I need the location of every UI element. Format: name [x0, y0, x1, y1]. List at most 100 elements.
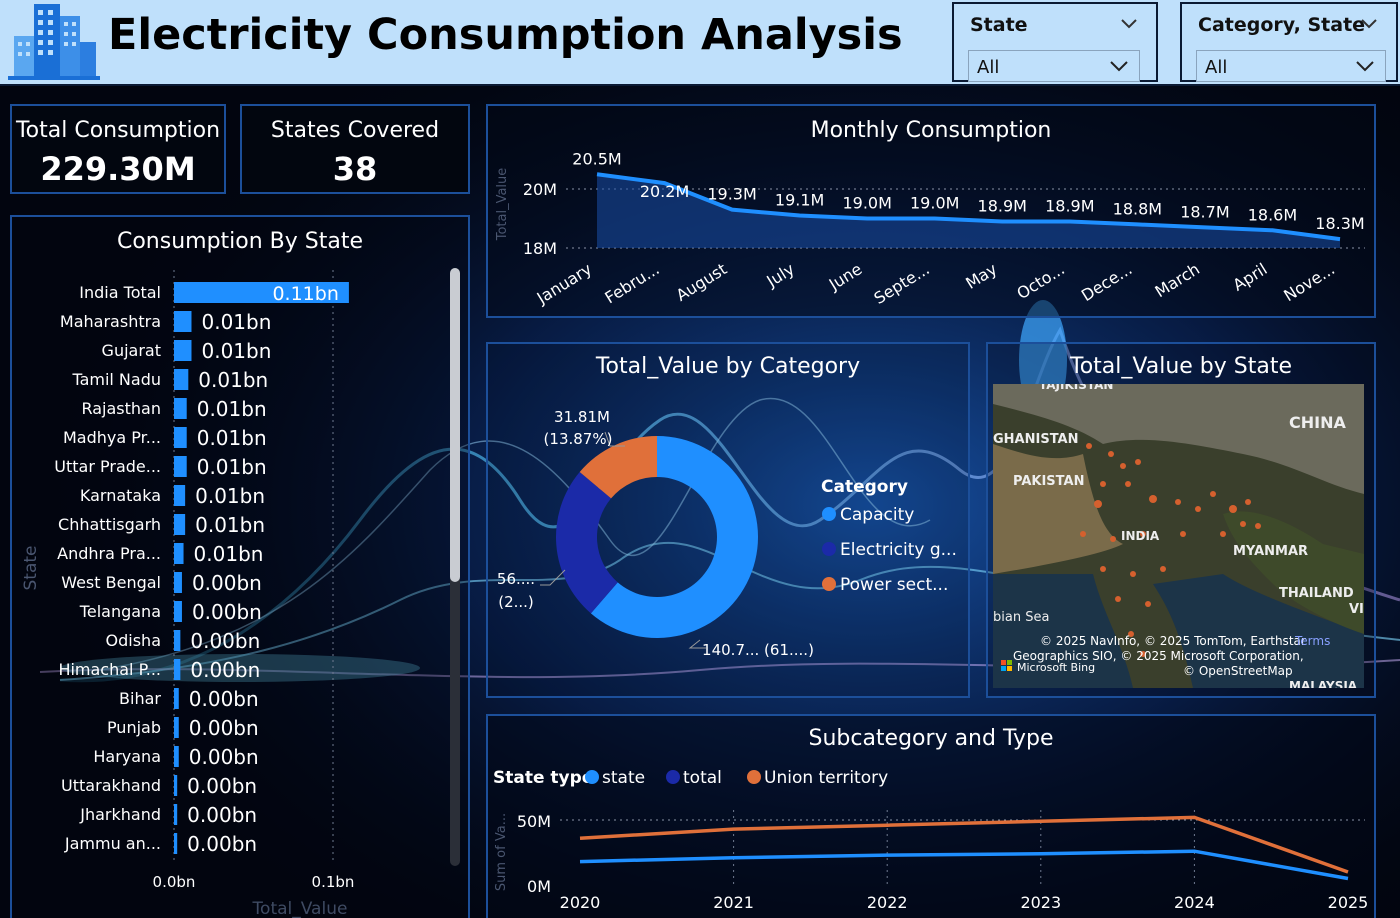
data-label: 0.00bn [192, 571, 262, 595]
category-label: Chhattisgarh [58, 515, 161, 534]
bar[interactable] [174, 311, 192, 332]
pie-slice[interactable] [556, 471, 618, 614]
bar[interactable] [174, 804, 178, 825]
category-label: Punjab [107, 718, 161, 737]
category-state-dropdown[interactable]: All [1196, 50, 1386, 82]
legend-label[interactable]: Power sect... [840, 575, 948, 595]
himalaya-terrain [993, 384, 1364, 494]
pie-slice[interactable] [579, 436, 657, 499]
bar[interactable] [174, 456, 187, 477]
y-axis-label: Total_Value [495, 168, 510, 242]
bar[interactable] [174, 572, 182, 593]
map-terms-link[interactable]: Terms [1294, 634, 1330, 648]
bar[interactable] [174, 601, 182, 622]
legend-label[interactable]: state [602, 768, 645, 788]
panel-title: Total_Value by State [1070, 354, 1292, 379]
data-label: 0.01bn [201, 310, 271, 334]
data-label: 19.1M [775, 191, 824, 210]
subcategory-type-panel[interactable]: Subcategory and Type [486, 714, 1376, 918]
bar[interactable] [174, 746, 179, 767]
bing-label: Microsoft Bing [1017, 661, 1095, 674]
bar[interactable] [174, 369, 189, 390]
series-line[interactable] [579, 849, 1349, 881]
data-label: (2...) [498, 593, 534, 611]
category-label: Uttar Prade... [54, 457, 161, 476]
data-label: 0.00bn [190, 658, 260, 682]
legend-label[interactable]: total [683, 768, 722, 788]
data-label: 0.11bn [272, 283, 338, 305]
legend-marker [666, 770, 680, 784]
data-label: 0.01bn [197, 455, 267, 479]
kpi-total-consumption: Total Consumption 229.30M [10, 104, 226, 194]
category-label: Jammu an... [64, 834, 161, 853]
kpi-value: 38 [332, 150, 378, 188]
category-label: Bihar [119, 689, 161, 708]
data-label: 56.... [497, 570, 535, 588]
bar[interactable] [174, 485, 186, 506]
bar[interactable] [174, 688, 179, 709]
legend-label[interactable]: Capacity [840, 505, 914, 525]
map-attribution: © 2025 NavInfo, © 2025 TomTom, Earthstar [1040, 634, 1306, 648]
bar[interactable] [174, 630, 181, 651]
scrollbar-thumb[interactable] [450, 268, 460, 582]
data-label: 0.00bn [189, 716, 259, 740]
map-label: CHINA [1289, 413, 1346, 432]
bar[interactable] [174, 282, 349, 303]
data-label: (13.87%) [544, 430, 613, 448]
data-label: 19.0M [842, 194, 891, 213]
bar[interactable] [174, 514, 186, 535]
series-line[interactable] [596, 172, 1341, 242]
data-label: 18.8M [1113, 199, 1162, 218]
data-label: 18.3M [1315, 214, 1364, 233]
y-tick-label: 20M [523, 180, 557, 199]
chevron-down-icon[interactable] [1360, 16, 1378, 30]
state-slicer[interactable]: State All [952, 2, 1158, 82]
map-label: TAJIKISTAN [1039, 384, 1113, 392]
y-tick-label: 50M [517, 812, 551, 831]
data-label: 0.01bn [198, 368, 268, 392]
category-label: Andhra Pra... [57, 544, 161, 563]
category-label: Uttarakhand [61, 776, 161, 795]
data-label: 18.9M [978, 196, 1027, 215]
panel-title: Total_Value by Category [595, 354, 861, 379]
series-line[interactable] [579, 815, 1349, 874]
category-label: Karnataka [80, 486, 161, 505]
bar[interactable] [174, 340, 192, 361]
legend-marker [585, 770, 599, 784]
panel-title: Subcategory and Type [808, 726, 1054, 751]
chevron-down-icon[interactable] [1355, 59, 1375, 73]
bar[interactable] [174, 427, 187, 448]
map-attribution[interactable]: © OpenStreetMap [1183, 664, 1293, 678]
bar[interactable] [174, 543, 184, 564]
category-state-slicer[interactable]: Category, State All [1180, 2, 1398, 82]
legend-label[interactable]: Union territory [764, 768, 888, 788]
chevron-down-icon[interactable] [1109, 59, 1129, 73]
legend-label[interactable]: Electricity g... [840, 540, 957, 560]
bar[interactable] [174, 833, 178, 854]
data-label: 0.00bn [187, 774, 257, 798]
data-label: 18.7M [1180, 202, 1229, 221]
data-label: 0.01bn [197, 426, 267, 450]
bar[interactable] [174, 775, 178, 796]
state-dropdown[interactable]: All [968, 50, 1140, 82]
data-label: 18.9M [1045, 196, 1094, 215]
category-label: Jharkhand [79, 805, 161, 824]
consumption-by-state-panel[interactable]: Consumption By State [10, 215, 470, 918]
legend-marker [822, 577, 836, 591]
chevron-down-icon[interactable] [1120, 16, 1138, 30]
data-label: 0.00bn [189, 745, 259, 769]
category-label: Haryana [93, 747, 161, 766]
pie-slice[interactable] [590, 436, 758, 638]
map-attribution: Geographics SIO, © 2025 Microsoft Corpor… [1013, 649, 1304, 663]
x-tick-label: 2020 [560, 893, 601, 912]
india-map[interactable]: TAJIKISTAN CHINA GHANISTAN PAKISTAN INDI… [993, 384, 1364, 688]
bar[interactable] [174, 717, 179, 738]
bar[interactable] [174, 659, 181, 680]
data-label: 0.00bn [190, 629, 260, 653]
kpi-label: Total Consumption [15, 118, 221, 143]
bar[interactable] [174, 398, 187, 419]
